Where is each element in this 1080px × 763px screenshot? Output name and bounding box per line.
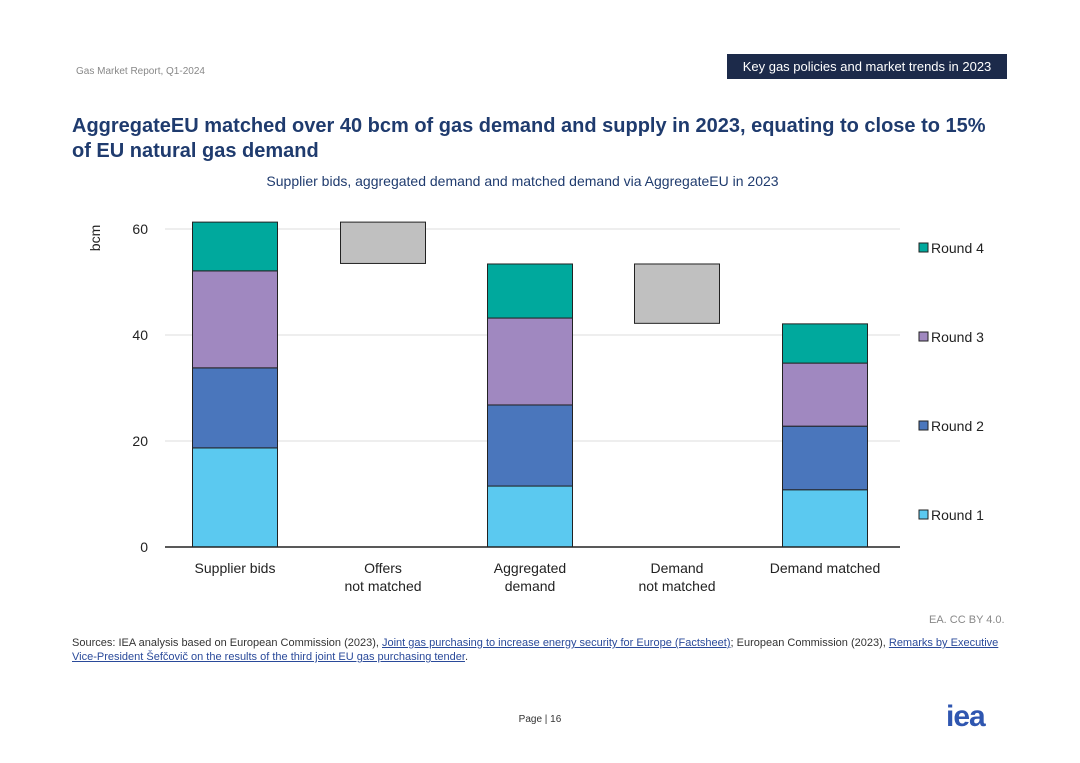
section-banner: Key gas policies and market trends in 20…	[727, 54, 1007, 79]
bar-round-3	[192, 270, 278, 369]
page-number: Page | 16	[518, 714, 562, 725]
bar-round-4	[192, 221, 278, 272]
y-axis-label: bcm	[87, 225, 103, 251]
y-tick-label: 0	[140, 539, 148, 555]
legend-label: Round 2	[931, 418, 984, 434]
x-tick-label: Demand matched	[770, 560, 881, 576]
bar-round-1	[782, 489, 868, 548]
bar-round-4	[782, 323, 868, 364]
sources-text: ; European Commission (2023),	[730, 637, 889, 649]
bar-round-2	[487, 404, 573, 487]
source-link-remarks[interactable]: Remarks by Executive Vice-President Šefč…	[72, 637, 999, 663]
x-tick-label: Offers	[364, 560, 402, 576]
bar-round-3	[782, 362, 868, 427]
bar-round-4	[487, 263, 573, 319]
x-tick-label: not matched	[344, 578, 421, 594]
bar-not-matched	[340, 221, 426, 264]
sources: Sources: IEA analysis based on European …	[72, 636, 1012, 664]
bar-not-matched	[634, 263, 720, 324]
legend-label: Round 3	[931, 329, 984, 345]
y-tick-label: 40	[132, 327, 148, 343]
bar-round-1	[192, 447, 278, 548]
page-title: AggregateEU matched over 40 bcm of gas d…	[72, 115, 986, 162]
sources-text: .	[464, 651, 469, 663]
sources-text: Sources: IEA analysis based on European …	[72, 637, 382, 649]
legend-swatch	[918, 420, 929, 431]
x-tick-label: not matched	[638, 578, 715, 594]
report-name: Gas Market Report, Q1-2024	[76, 66, 205, 77]
legend-swatch	[918, 331, 929, 342]
bar-round-2	[192, 367, 278, 449]
y-tick-label: 60	[132, 221, 148, 237]
legend-swatch	[918, 242, 929, 253]
source-link-factsheet[interactable]: Joint gas purchasing to increase energy …	[382, 637, 731, 649]
x-tick-label: demand	[505, 578, 556, 594]
iea-logo: iea	[946, 700, 986, 733]
x-tick-label: Supplier bids	[195, 560, 276, 576]
y-tick-label: 20	[132, 433, 148, 449]
x-tick-label: Aggregated	[494, 560, 566, 576]
bar-round-2	[782, 425, 868, 491]
legend-label: Round 4	[931, 240, 984, 256]
chart-title: Supplier bids, aggregated demand and mat…	[266, 173, 779, 189]
x-tick-label: Demand	[651, 560, 704, 576]
bar-round-3	[487, 317, 573, 406]
legend-label: Round 1	[931, 507, 984, 523]
bar-round-1	[487, 485, 573, 548]
credit: EA. CC BY 4.0.	[929, 614, 1005, 626]
legend-swatch	[918, 509, 929, 520]
